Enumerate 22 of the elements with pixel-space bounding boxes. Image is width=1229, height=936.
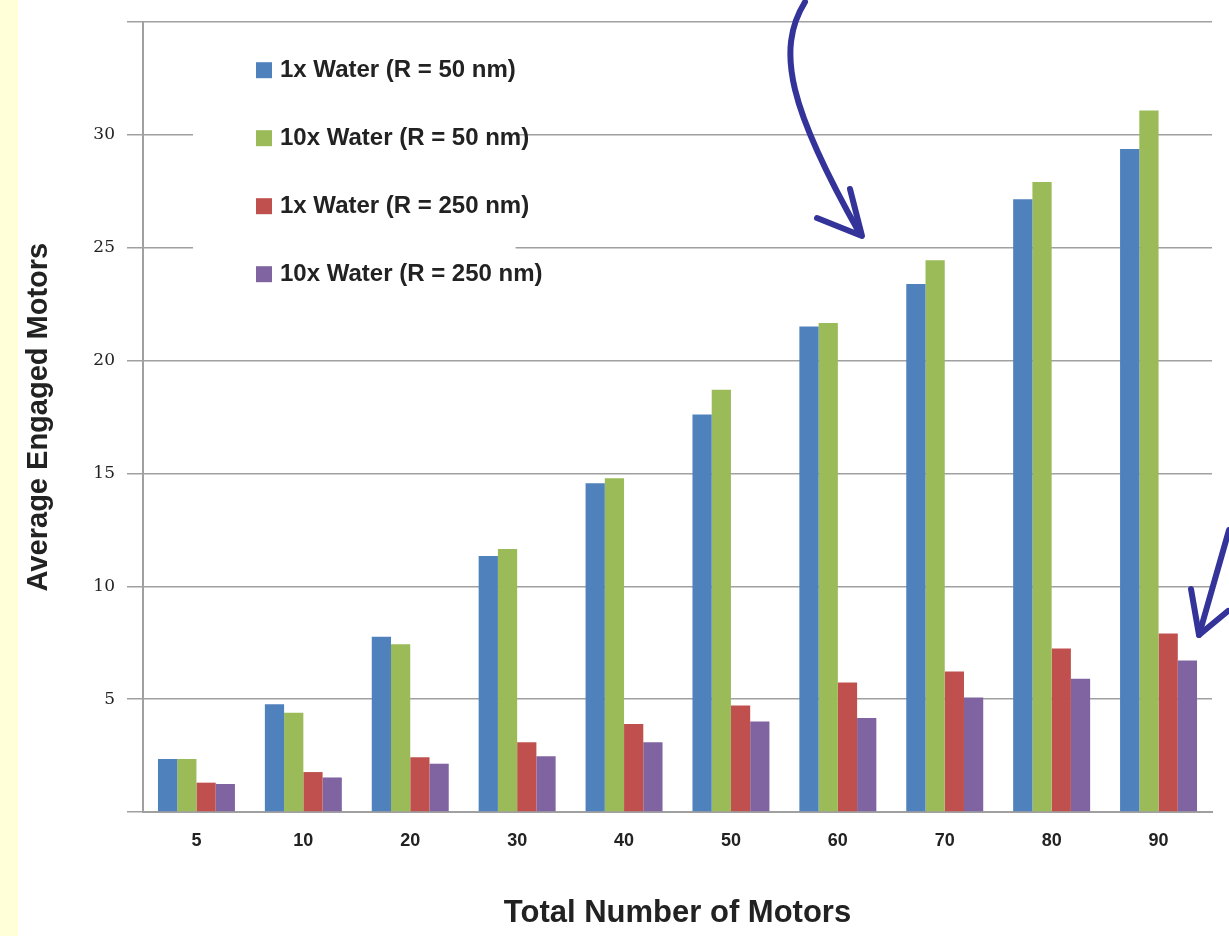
x-tick-label: 60 xyxy=(827,829,848,850)
x-tick-label: 30 xyxy=(507,829,528,850)
y-tick-label: 5 xyxy=(104,687,115,708)
y-axis-title: Average Engaged Motors xyxy=(21,242,54,592)
y-tick-label: 20 xyxy=(93,349,115,370)
x-tick-label: 20 xyxy=(400,829,421,850)
x-tick-label: 5 xyxy=(191,829,202,850)
y-tick-label: 10 xyxy=(93,574,115,595)
legend-label: 1x Water (R = 50 nm) xyxy=(280,54,516,82)
x-tick-label: 80 xyxy=(1041,829,1062,850)
legend-label: 10x Water (R = 50 nm) xyxy=(280,122,530,150)
x-tick-label: 70 xyxy=(934,829,955,850)
x-tick-label: 10 xyxy=(293,829,314,850)
y-tick-label: 25 xyxy=(93,236,115,257)
y-tick-label: 15 xyxy=(93,461,115,482)
x-tick-label: 40 xyxy=(614,829,635,850)
x-tick-label: 50 xyxy=(720,829,741,850)
x-tick-label: 90 xyxy=(1148,829,1169,850)
y-tick-label: 30 xyxy=(93,123,115,144)
x-axis-title: Total Number of Motors xyxy=(503,893,852,929)
legend-label: 10x Water (R = 250 nm) xyxy=(280,258,543,286)
legend-label: 1x Water (R = 250 nm) xyxy=(280,190,530,218)
